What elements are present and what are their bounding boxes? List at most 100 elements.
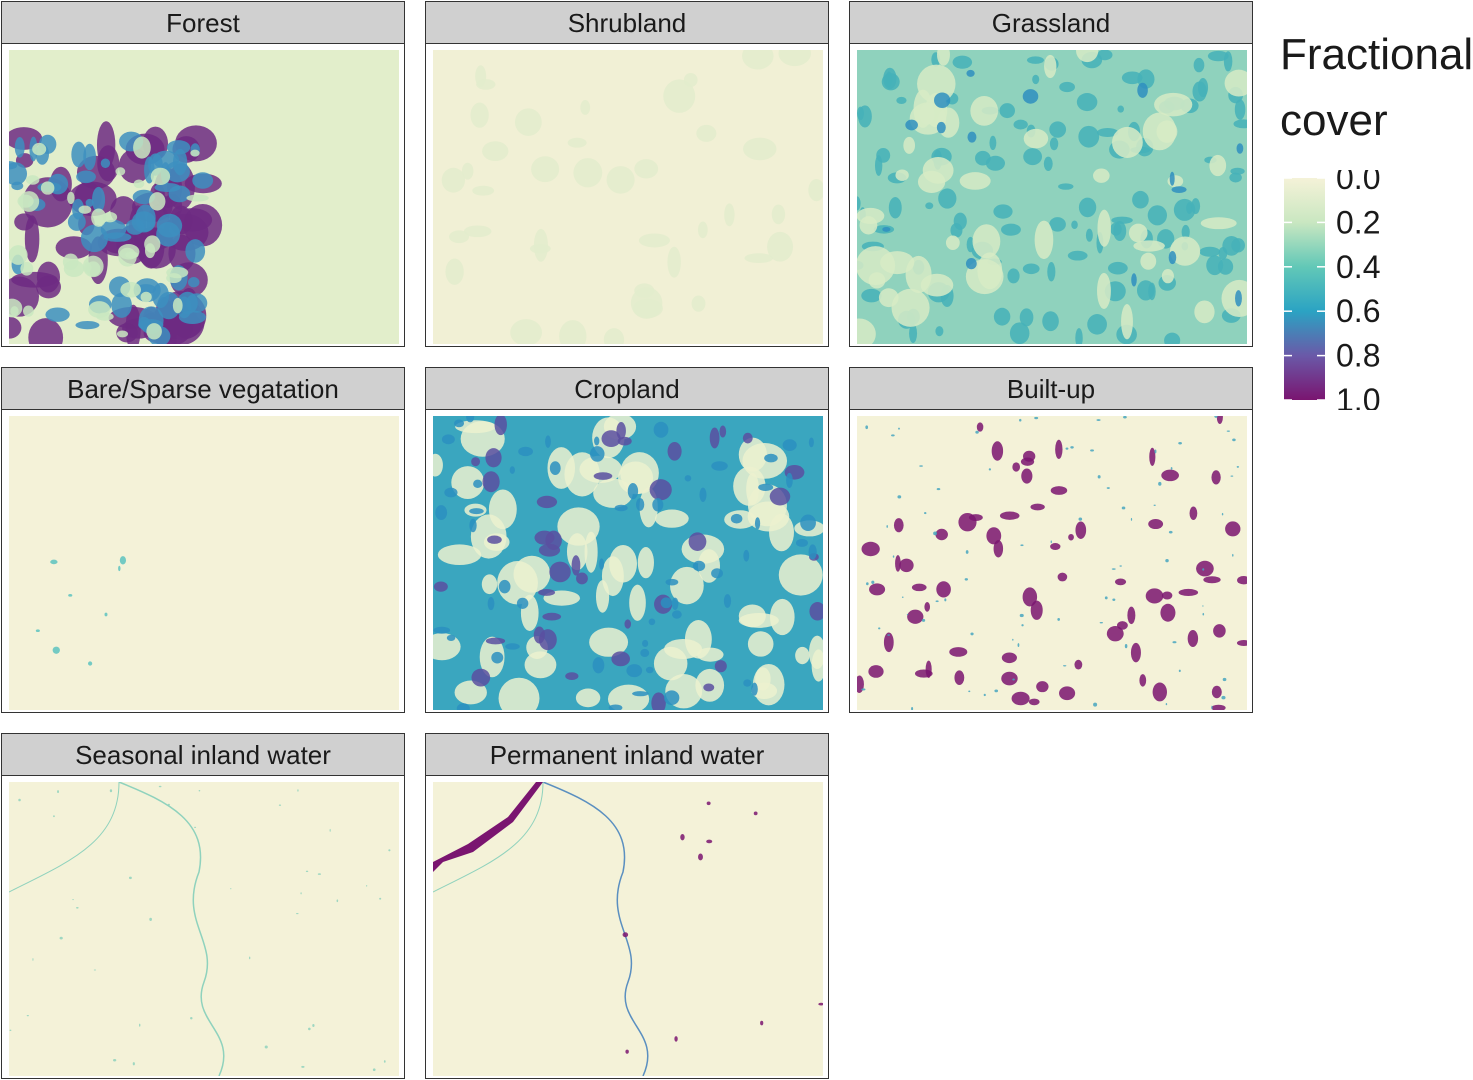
map-patch <box>1226 430 1231 432</box>
map-patch <box>1023 148 1043 166</box>
map-patch <box>964 578 968 581</box>
map-patch <box>1021 624 1024 627</box>
map-patch <box>567 137 587 148</box>
map-patch <box>580 100 591 115</box>
map-patch <box>132 1062 135 1066</box>
map-patch <box>674 1036 678 1042</box>
map-patch <box>498 677 540 710</box>
map-patch <box>264 1045 268 1049</box>
map-patch <box>1075 521 1087 539</box>
map-patch <box>1221 279 1247 317</box>
map-patch <box>911 583 927 592</box>
map-patch <box>1187 629 1199 647</box>
map-patch <box>593 478 633 508</box>
map-patch <box>100 158 111 169</box>
map-patch <box>744 253 774 264</box>
map-patch <box>92 186 106 213</box>
map-patch <box>994 689 999 693</box>
map-patch <box>1076 50 1099 63</box>
legend-title: Fractional cover <box>1280 30 1473 145</box>
river <box>433 782 544 893</box>
map-patch <box>113 1058 117 1062</box>
legend: 0.0 0.2 0.4 0.6 0.8 1.0 <box>1284 170 1380 410</box>
map-patch <box>576 572 588 585</box>
map-patch <box>1189 506 1198 520</box>
map-patch <box>991 441 1004 461</box>
map-patch <box>809 602 823 621</box>
map-patch <box>1012 638 1014 641</box>
map-patch <box>165 161 190 183</box>
map-patch <box>1232 438 1236 442</box>
map-patch <box>11 181 24 191</box>
map-background <box>433 50 823 344</box>
map-patch <box>952 55 973 69</box>
map-patch <box>692 560 706 572</box>
map-patch <box>1097 272 1111 309</box>
map-patch <box>880 251 915 275</box>
map-patch <box>1153 504 1156 506</box>
map <box>433 782 823 1076</box>
map-patch <box>1221 695 1226 700</box>
map-patch <box>769 513 794 552</box>
map-patch <box>921 618 926 622</box>
map-patch <box>1071 220 1078 230</box>
map-patch <box>59 936 63 940</box>
map-patch <box>1059 81 1075 93</box>
map <box>9 782 399 1076</box>
map-patch <box>924 512 927 515</box>
map-patch <box>1034 220 1054 260</box>
map-patch <box>166 266 189 279</box>
map-patch <box>1224 69 1247 97</box>
map-patch <box>688 532 707 552</box>
map <box>857 50 1247 344</box>
map-patch <box>968 514 983 521</box>
map-patch <box>463 225 492 238</box>
map-patch <box>751 682 758 696</box>
map-patch <box>983 693 986 697</box>
map-patch <box>901 596 904 599</box>
map-patch <box>455 420 496 434</box>
map-patch <box>738 613 779 628</box>
map-patch <box>1222 677 1227 682</box>
map-patch <box>935 326 944 337</box>
panel: Cropland <box>425 367 829 713</box>
map-patch <box>924 602 931 612</box>
map-patch <box>1223 51 1233 72</box>
map-patch <box>861 288 882 303</box>
map-patch <box>652 498 664 512</box>
map-patch <box>538 589 556 596</box>
map-patch <box>1148 519 1164 530</box>
map-patch <box>635 498 645 511</box>
map-patch <box>297 789 299 792</box>
map-patch <box>1206 255 1224 276</box>
map-patch <box>78 205 92 214</box>
map-patch <box>808 437 814 448</box>
map-patch <box>312 1024 315 1027</box>
map-patch <box>85 198 94 207</box>
map-patch <box>907 609 924 624</box>
map-patch <box>906 613 909 616</box>
map-patch <box>1093 702 1098 707</box>
map-patch <box>858 105 872 128</box>
map-patch <box>724 203 735 227</box>
map-patch <box>1211 705 1213 710</box>
map-patch <box>1171 186 1187 193</box>
map-patch <box>1213 624 1226 638</box>
map-patch <box>1078 197 1097 218</box>
map-patch <box>379 897 382 900</box>
map-patch <box>925 660 932 678</box>
map-patch <box>1036 681 1049 693</box>
map-patch <box>9 245 28 265</box>
map-patch <box>771 204 786 225</box>
panel-title: Forest <box>2 2 404 44</box>
map-patch <box>116 330 129 338</box>
map-patch <box>988 468 992 471</box>
map-patch <box>1229 172 1242 183</box>
map-patch <box>905 119 918 131</box>
map <box>857 416 1247 710</box>
map-patch <box>1111 568 1116 570</box>
map-patch <box>999 511 1020 520</box>
map-patch <box>32 142 47 156</box>
map-patch <box>936 488 941 491</box>
map-patch <box>611 651 630 667</box>
